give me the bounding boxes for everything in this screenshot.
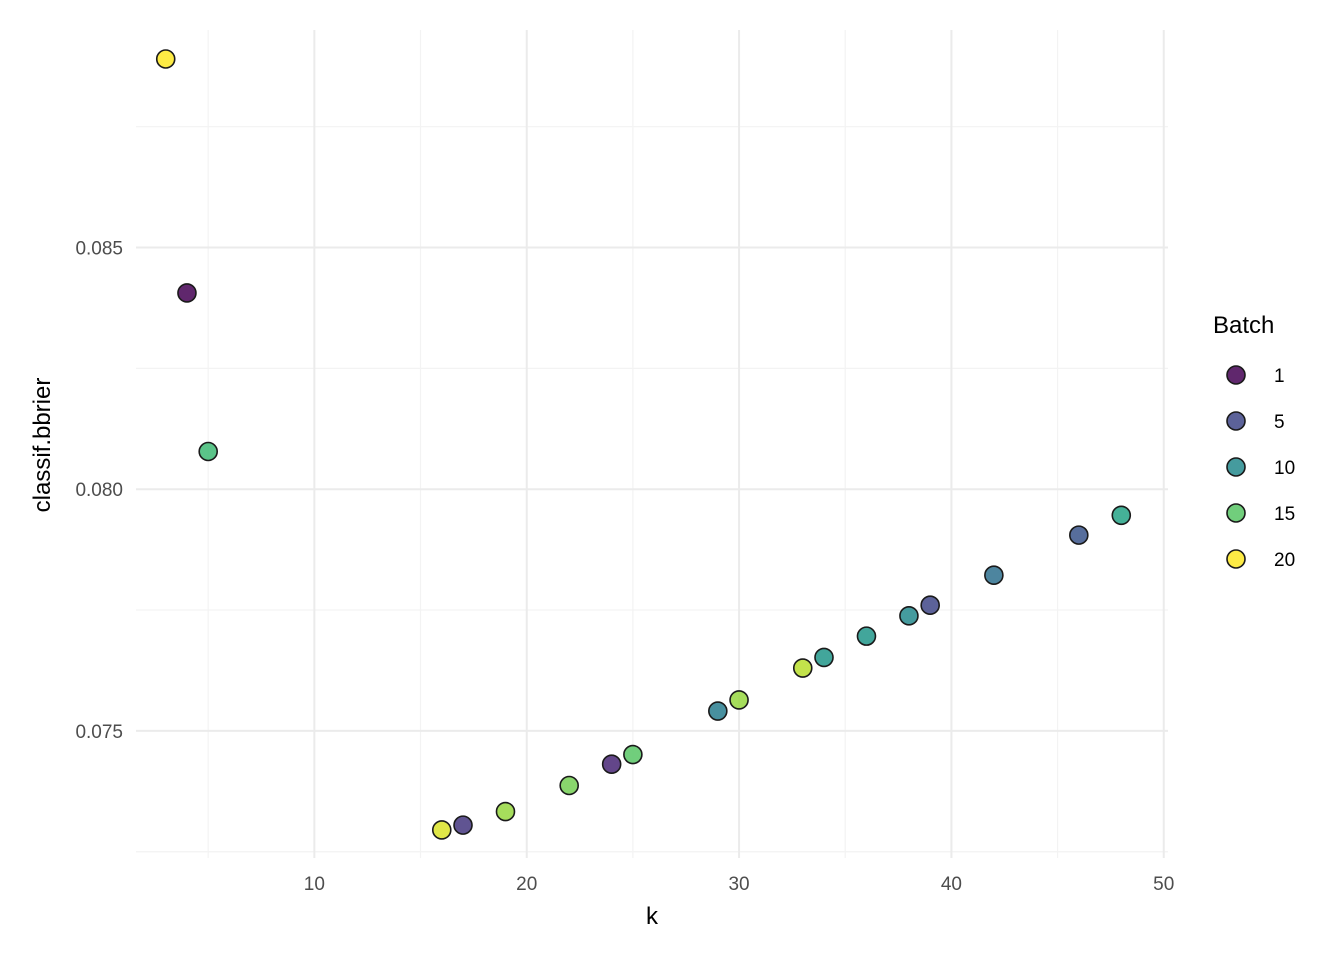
x-axis-title: k (646, 903, 659, 930)
legend-key (1226, 503, 1246, 523)
legend-label: 15 (1274, 504, 1295, 525)
x-tick-label: 50 (1153, 874, 1174, 895)
legend-key (1226, 549, 1246, 569)
y-axis-tick-labels: 0.075 0.080 0.085 (75, 239, 123, 743)
x-tick-label: 20 (516, 874, 537, 895)
data-point (601, 754, 622, 775)
y-tick-label: 0.075 (75, 722, 123, 743)
data-point (899, 606, 919, 626)
grid-lines (136, 30, 1168, 858)
data-point (623, 744, 643, 765)
data-point (814, 647, 834, 668)
legend-key (1226, 457, 1246, 477)
data-point (198, 441, 218, 462)
legend-label: 20 (1274, 550, 1295, 571)
data-points (155, 49, 1132, 840)
data-point (177, 283, 197, 303)
data-point (920, 595, 940, 616)
y-tick-label: 0.080 (75, 480, 123, 501)
data-point (155, 49, 176, 69)
data-point (559, 775, 579, 796)
data-point (792, 658, 813, 678)
x-tick-label: 30 (728, 874, 749, 895)
y-axis-title: classif.bbrier (29, 378, 56, 513)
legend-label: 5 (1274, 412, 1285, 433)
data-point (1069, 525, 1089, 545)
legend-label: 10 (1274, 458, 1295, 479)
data-point (1111, 505, 1132, 526)
data-point (984, 565, 1004, 586)
data-point (453, 815, 473, 835)
x-tick-label: 40 (941, 874, 962, 895)
data-point (431, 820, 452, 840)
data-point (856, 626, 877, 646)
legend-key (1226, 411, 1246, 431)
legend-title: Batch (1213, 312, 1274, 339)
x-tick-label: 10 (304, 874, 325, 895)
legend-label: 1 (1274, 366, 1285, 387)
legend-key (1226, 365, 1246, 385)
x-axis-tick-labels: 10 20 30 40 50 (304, 874, 1175, 895)
data-point (729, 690, 749, 710)
data-point (708, 701, 728, 721)
data-point (495, 801, 516, 822)
y-tick-label: 0.085 (75, 239, 123, 260)
